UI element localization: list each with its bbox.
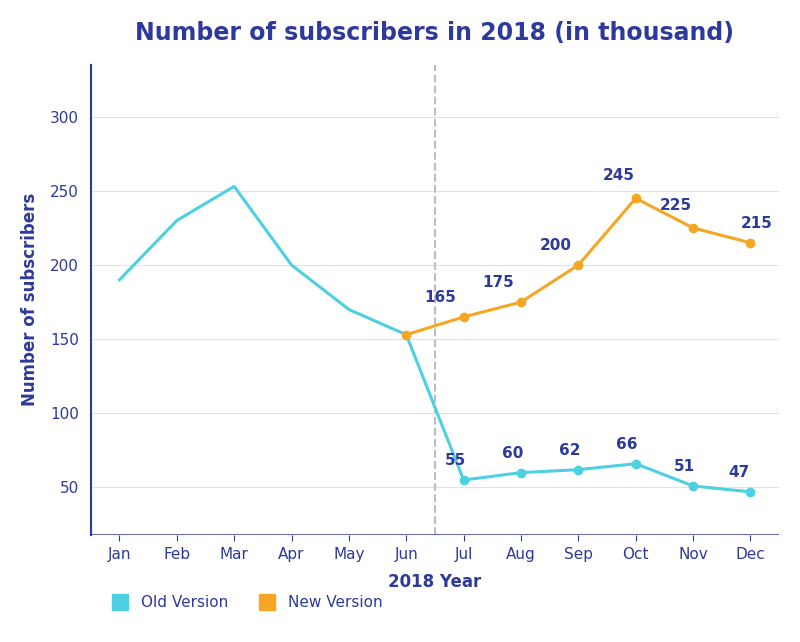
Text: 200: 200 — [539, 238, 571, 253]
Text: 175: 175 — [482, 275, 514, 290]
Text: 47: 47 — [728, 465, 750, 480]
Text: 60: 60 — [502, 446, 523, 461]
Text: 51: 51 — [674, 459, 695, 474]
Title: Number of subscribers in 2018 (in thousand): Number of subscribers in 2018 (in thousa… — [135, 21, 734, 45]
Legend: Old Version, New Version: Old Version, New Version — [98, 589, 389, 616]
Text: 165: 165 — [425, 290, 457, 305]
Text: 225: 225 — [660, 198, 692, 213]
Text: 66: 66 — [616, 437, 638, 452]
Y-axis label: Number of subscribers: Number of subscribers — [21, 193, 39, 406]
X-axis label: 2018 Year: 2018 Year — [388, 573, 482, 591]
Text: 62: 62 — [559, 443, 581, 458]
Text: 245: 245 — [602, 168, 634, 184]
Text: 55: 55 — [445, 453, 466, 468]
Text: 215: 215 — [740, 216, 772, 231]
